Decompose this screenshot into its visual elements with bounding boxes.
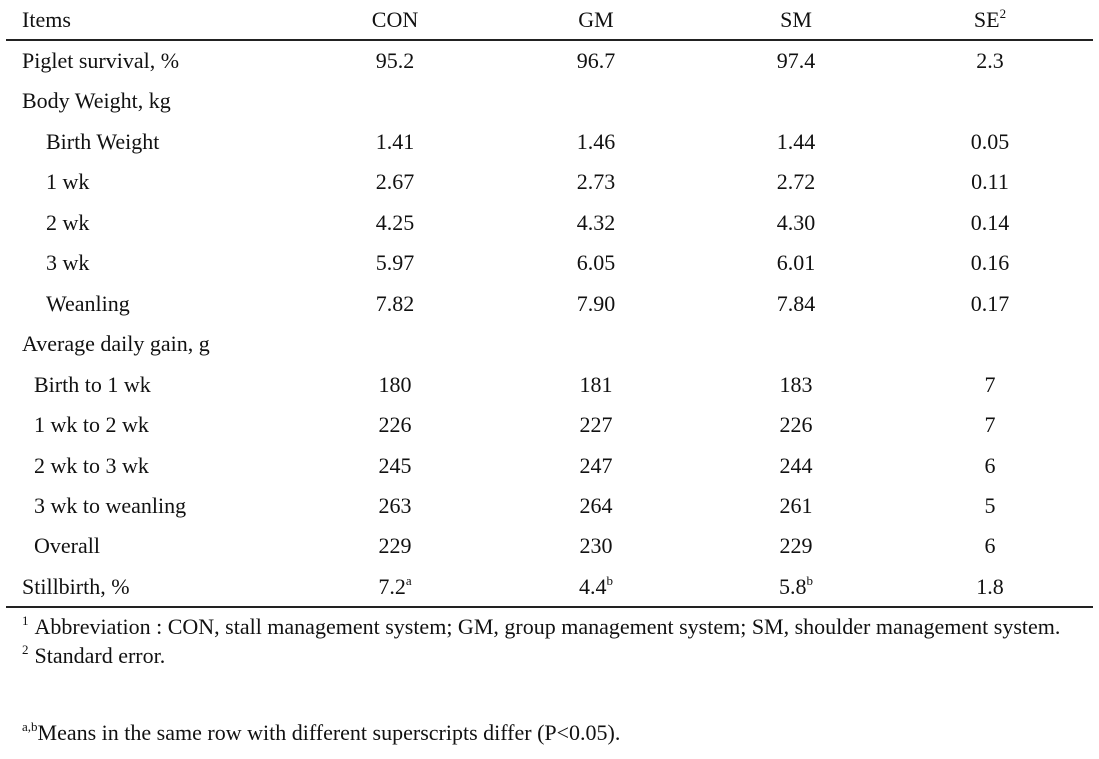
footnote-text: Means in the same row with different sup… <box>37 720 621 745</box>
row-label: Body Weight, kg <box>22 88 171 114</box>
value-cell: 7.84 <box>776 290 816 316</box>
value-cell: 229 <box>779 533 813 559</box>
row-label: Piglet survival, % <box>22 48 180 73</box>
cell-text: 7.2 <box>378 573 406 599</box>
value-cell: 230 <box>579 533 613 559</box>
value-cell: 5.97 <box>375 250 415 276</box>
value-cell: 180 <box>378 371 412 397</box>
value-cell: 229 <box>378 533 412 559</box>
cell-text: 4.4 <box>579 573 607 599</box>
value-cell: 95.2 <box>375 48 415 73</box>
footnote: a,bMeans in the same row with different … <box>22 718 1082 748</box>
footnote-mark: 1 <box>22 613 29 628</box>
value-cell: 226 <box>779 412 813 438</box>
header-rule <box>6 39 1093 41</box>
value-cell: 1.8 <box>976 573 1004 599</box>
value-cell: 261 <box>779 492 813 518</box>
value-cell: 6 <box>984 533 996 559</box>
value-cell: 6 <box>984 452 996 478</box>
value-cell: 6.01 <box>776 250 816 276</box>
value-cell: 6.05 <box>576 250 616 276</box>
row-label: Birth to 1 wk <box>34 371 151 397</box>
value-cell: 5.8b <box>779 572 813 602</box>
value-cell: 181 <box>579 371 613 397</box>
footnote-text: Abbreviation : CON, stall management sys… <box>34 614 1061 639</box>
row-label: Birth Weight <box>46 128 160 154</box>
value-cell: 96.7 <box>576 48 616 73</box>
value-cell: 0.17 <box>970 290 1010 316</box>
value-cell: 244 <box>779 452 813 478</box>
value-cell: 1.46 <box>576 128 616 154</box>
value-cell: 1.41 <box>375 128 415 154</box>
footnote: 1 Abbreviation : CON, stall management sy… <box>22 612 1082 642</box>
value-cell: 247 <box>579 452 613 478</box>
value-cell: 0.11 <box>971 169 1009 195</box>
row-label: Overall <box>34 533 100 559</box>
row-label: 2 wk <box>46 209 90 235</box>
header-cell: CON <box>371 7 419 32</box>
value-cell: 2.73 <box>576 169 616 195</box>
value-cell: 245 <box>378 452 412 478</box>
value-cell: 226 <box>378 412 412 438</box>
superscript: b <box>606 572 614 588</box>
value-cell: 7 <box>984 371 996 397</box>
value-cell: 4.25 <box>375 209 415 235</box>
value-cell: 7 <box>984 412 996 438</box>
value-cell: 0.16 <box>970 250 1010 276</box>
value-cell: 1.44 <box>776 128 816 154</box>
value-cell: 2.3 <box>976 48 1004 73</box>
value-cell: 0.14 <box>970 209 1010 235</box>
value-cell: 4.4b <box>579 572 613 602</box>
bottom-rule <box>6 606 1093 608</box>
superscript: a <box>405 572 412 588</box>
footnote-mark: a,b <box>22 719 38 734</box>
value-cell: 97.4 <box>776 48 816 73</box>
value-cell: 183 <box>779 371 813 397</box>
value-cell: 4.30 <box>776 209 816 235</box>
header-cell: GM <box>578 7 614 32</box>
value-cell: 2.67 <box>375 169 415 195</box>
superscript: 2 <box>999 6 1007 21</box>
row-label: 3 wk <box>46 250 90 276</box>
value-cell: 5 <box>984 492 996 518</box>
value-cell: 2.72 <box>776 169 816 195</box>
value-cell: 4.32 <box>576 209 616 235</box>
row-label: 1 wk to 2 wk <box>34 412 149 438</box>
row-label: Weanling <box>46 290 130 316</box>
cell-text: SE <box>973 7 1000 32</box>
cell-text: 5.8 <box>779 573 807 599</box>
value-cell: 0.05 <box>970 128 1010 154</box>
row-label: 2 wk to 3 wk <box>34 452 149 478</box>
value-cell: 264 <box>579 492 613 518</box>
footnote: 2 Standard error. <box>22 641 1082 671</box>
value-cell: 227 <box>579 412 613 438</box>
value-cell: 7.82 <box>375 290 415 316</box>
value-cell: 7.2a <box>378 572 411 602</box>
value-cell: 263 <box>378 492 412 518</box>
row-label: 1 wk <box>46 169 90 195</box>
footnote-mark: 2 <box>22 642 29 657</box>
header-cell: Items <box>22 7 71 32</box>
header-cell: SM <box>780 7 812 32</box>
value-cell: 7.90 <box>576 290 616 316</box>
footnote-text: Standard error. <box>34 643 166 668</box>
row-label: 3 wk to weanling <box>34 492 187 518</box>
row-label: Average daily gain, g <box>22 331 210 357</box>
header-cell: SE2 <box>974 5 1006 35</box>
row-label: Stillbirth, % <box>22 573 130 599</box>
superscript: b <box>806 572 814 588</box>
